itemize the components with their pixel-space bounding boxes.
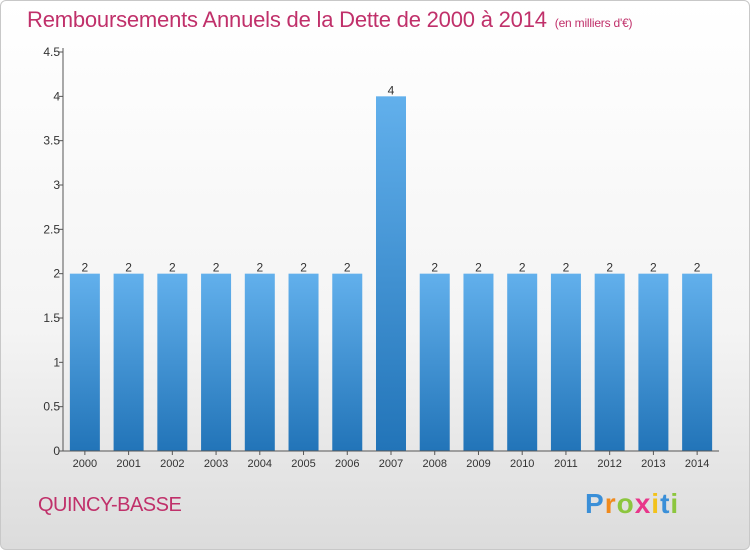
data-label-2002: 2 xyxy=(169,261,176,275)
bar-2012 xyxy=(594,273,625,451)
y-tick-label-0: 0 xyxy=(53,444,60,458)
data-label-2004: 2 xyxy=(256,261,263,275)
place-name: QUINCY-BASSE xyxy=(38,494,182,516)
data-label-2000: 2 xyxy=(82,261,89,275)
chart-title: Remboursements Annuels de la Dette de 20… xyxy=(27,7,633,33)
data-label-2007: 4 xyxy=(388,83,395,97)
bar-2000 xyxy=(69,273,100,451)
data-label-2003: 2 xyxy=(213,261,220,275)
logo-letter: t xyxy=(660,488,671,519)
y-tick-label-0.5: 0.5 xyxy=(43,400,60,414)
x-tick-label-2000: 2000 xyxy=(73,458,97,470)
y-tick-label-1.5: 1.5 xyxy=(43,311,60,325)
x-tick-label-2010: 2010 xyxy=(510,458,534,470)
bar-2008 xyxy=(419,273,450,451)
chart-subtitle: (en milliers d'€) xyxy=(554,16,633,30)
proxiti-logo[interactable]: Proxiti xyxy=(585,488,679,520)
data-label-2001: 2 xyxy=(125,261,132,275)
y-tick-label-3.5: 3.5 xyxy=(43,134,60,148)
bar-2006 xyxy=(332,273,363,451)
bars-group: 2 2 2 2 2 2 2 4 2 2 2 2 2 2 2 xyxy=(69,83,713,451)
bar-2005 xyxy=(288,273,319,451)
data-label-2013: 2 xyxy=(650,261,657,275)
x-tick-label-2006: 2006 xyxy=(335,458,359,470)
x-tick-label-2004: 2004 xyxy=(248,458,272,470)
y-tick-label-2: 2 xyxy=(53,267,60,281)
bar-2003 xyxy=(201,273,232,451)
x-tick-label-2014: 2014 xyxy=(685,458,709,470)
x-tick-label-2011: 2011 xyxy=(554,458,578,470)
x-tick-label-2012: 2012 xyxy=(597,458,621,470)
logo-letter: r xyxy=(604,488,617,519)
data-label-2014: 2 xyxy=(694,261,701,275)
data-label-2006: 2 xyxy=(344,261,351,275)
logo-letter: x xyxy=(634,488,652,519)
data-label-2011: 2 xyxy=(563,261,570,275)
chart-title-text: Remboursements Annuels de la Dette de 20… xyxy=(27,7,547,32)
x-tick-label-2002: 2002 xyxy=(160,458,184,470)
bar-2009 xyxy=(463,273,494,451)
bar-2001 xyxy=(113,273,144,451)
bar-2013 xyxy=(638,273,669,451)
logo-letter: i xyxy=(670,488,680,519)
y-tick-label-2.5: 2.5 xyxy=(43,222,60,236)
bar-2014 xyxy=(682,273,713,451)
bar-2004 xyxy=(244,273,275,451)
bar-2010 xyxy=(507,273,538,451)
x-tick-label-2008: 2008 xyxy=(422,458,446,470)
logo-letter: P xyxy=(585,488,605,519)
bar-2011 xyxy=(550,273,581,451)
bar-2007 xyxy=(376,96,406,451)
x-tick-label-2001: 2001 xyxy=(116,458,140,470)
bar-2002 xyxy=(157,273,188,451)
data-label-2012: 2 xyxy=(606,261,613,275)
x-tick-label-2005: 2005 xyxy=(291,458,315,470)
data-label-2005: 2 xyxy=(300,261,307,275)
y-tick-label-4.5: 4.5 xyxy=(43,45,60,59)
y-tick-label-3: 3 xyxy=(53,178,60,192)
logo-letter: o xyxy=(616,488,635,519)
x-tick-label-2007: 2007 xyxy=(379,458,403,470)
y-tick-label-4: 4 xyxy=(53,89,60,103)
x-tick-label-2009: 2009 xyxy=(466,458,490,470)
data-label-2008: 2 xyxy=(431,261,438,275)
x-tick-label-2013: 2013 xyxy=(641,458,665,470)
data-label-2010: 2 xyxy=(519,261,526,275)
axes-group: 2000 2001 2002 2003 2004 2005 2006 2007 2008 2009… xyxy=(43,45,719,470)
x-tick-label-2003: 2003 xyxy=(204,458,228,470)
y-tick-label-1: 1 xyxy=(53,355,60,369)
data-label-2009: 2 xyxy=(475,261,482,275)
logo-letter: i xyxy=(651,488,661,519)
